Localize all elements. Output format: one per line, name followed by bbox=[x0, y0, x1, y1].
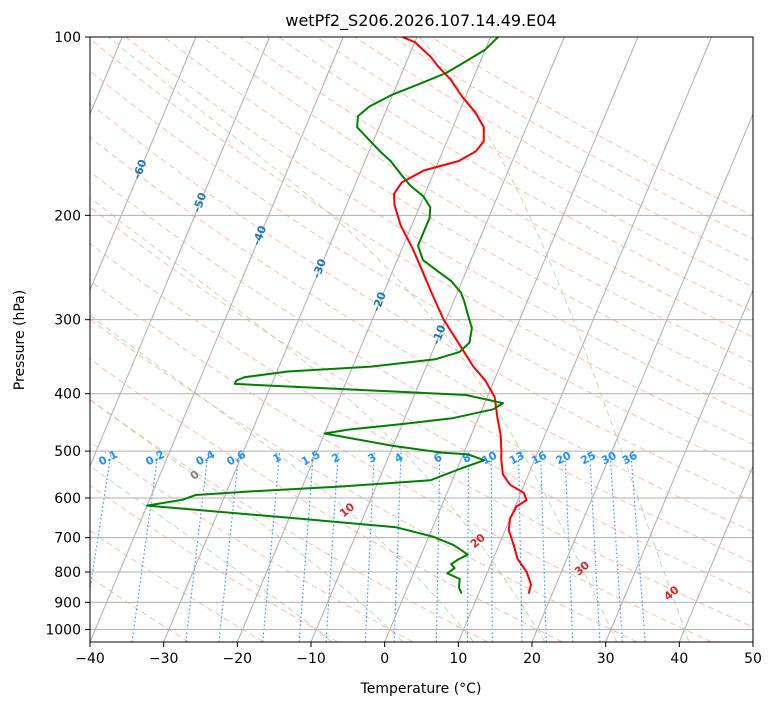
isotherm-line bbox=[90, 37, 344, 642]
x-tick-label: −40 bbox=[75, 651, 105, 667]
dry-adiabat bbox=[90, 206, 753, 595]
dry-adiabat bbox=[90, 136, 753, 533]
temperature-profile-line bbox=[393, 37, 532, 594]
mixing-ratio-line bbox=[131, 451, 159, 642]
dewpoint-profile-line bbox=[146, 37, 505, 594]
dry-adiabat bbox=[90, 280, 712, 642]
isotherm-line bbox=[236, 37, 492, 642]
mixing-ratio-line bbox=[185, 451, 209, 642]
isotherm-label: -80 bbox=[11, 91, 30, 114]
x-tick-label: −10 bbox=[296, 651, 326, 667]
mixing-ratio-line bbox=[90, 451, 112, 593]
dry-adiabat bbox=[90, 484, 339, 642]
dry-adiabat bbox=[90, 70, 753, 474]
isotherm-line bbox=[90, 37, 197, 292]
y-tick-label: 800 bbox=[54, 565, 81, 581]
chart-title: wetPf2_S206.2026.107.14.49.E04 bbox=[285, 11, 556, 31]
moist-adiabat bbox=[90, 314, 475, 642]
x-tick-label: 10 bbox=[449, 651, 467, 667]
isotherms bbox=[90, 37, 753, 642]
isotherm-line bbox=[752, 640, 753, 642]
y-tick-label: 600 bbox=[54, 491, 81, 507]
isotherm-line bbox=[163, 37, 418, 642]
x-tick-label: 30 bbox=[597, 651, 615, 667]
mixing-ratio-lines bbox=[90, 451, 646, 642]
isotherm-line bbox=[457, 37, 713, 642]
y-tick-label: 400 bbox=[54, 387, 81, 403]
mixing-ratio-label: 10 bbox=[480, 449, 500, 468]
isotherm-line bbox=[384, 37, 639, 642]
isotherm-label: -70 bbox=[71, 124, 90, 147]
y-tick-label: 900 bbox=[54, 595, 81, 611]
dry-adiabat bbox=[90, 103, 753, 503]
isotherm-line bbox=[310, 37, 565, 642]
mixing-ratio-label: 36 bbox=[620, 449, 640, 468]
y-tick-label: 300 bbox=[54, 313, 81, 329]
mixing-ratio-label: 16 bbox=[529, 449, 549, 468]
dry-adiabat bbox=[201, 37, 753, 364]
reference-lines bbox=[90, 37, 753, 642]
isotherm-line bbox=[531, 112, 753, 642]
mixing-ratio-label: 25 bbox=[578, 449, 598, 468]
y-tick-label: 200 bbox=[54, 208, 81, 224]
isotherm-line bbox=[90, 37, 271, 468]
x-axis-label: Temperature (°C) bbox=[360, 681, 482, 697]
dry-adiabat bbox=[90, 398, 488, 642]
dry-adiabat bbox=[240, 37, 753, 338]
x-axis-ticks: −40 −30 −20 −10 0 10 20 30 40 50 bbox=[75, 642, 762, 667]
x-tick-label: 0 bbox=[380, 651, 389, 667]
moist-adiabat bbox=[419, 37, 690, 642]
profile-series bbox=[146, 37, 532, 594]
x-tick-label: 40 bbox=[670, 651, 688, 667]
x-tick-label: 50 bbox=[744, 651, 762, 667]
plot-frame bbox=[89, 36, 754, 643]
pressure-gridlines bbox=[90, 37, 753, 630]
moist-adiabat bbox=[90, 465, 333, 642]
x-tick-label: −30 bbox=[149, 651, 179, 667]
dry-adiabat bbox=[90, 529, 264, 642]
y-axis-ticks: 100 200 300 400 500 600 700 800 900 1000 bbox=[45, 30, 90, 638]
y-tick-label: 700 bbox=[54, 531, 81, 547]
dry-adiabat bbox=[90, 242, 753, 628]
moist-adiabat bbox=[90, 196, 546, 642]
isotherm-line bbox=[605, 288, 753, 642]
y-tick-label: 100 bbox=[54, 30, 81, 46]
dry-adiabat bbox=[125, 37, 753, 417]
moist-adiabat bbox=[90, 399, 404, 642]
y-tick-label: 1000 bbox=[45, 622, 81, 638]
x-tick-label: −20 bbox=[223, 651, 253, 667]
isotherm-line bbox=[678, 464, 753, 642]
x-tick-label: 20 bbox=[523, 651, 541, 667]
dry-adiabat bbox=[90, 38, 753, 445]
mixing-ratio-label: 30 bbox=[599, 449, 619, 468]
mixing-ratio-label: 20 bbox=[554, 449, 574, 468]
y-tick-label: 500 bbox=[54, 444, 81, 460]
mixing-ratio-label: 13 bbox=[507, 449, 527, 468]
y-axis-label: Pressure (hPa) bbox=[12, 290, 28, 390]
plot-background bbox=[90, 37, 753, 642]
dry-adiabat bbox=[90, 358, 563, 642]
